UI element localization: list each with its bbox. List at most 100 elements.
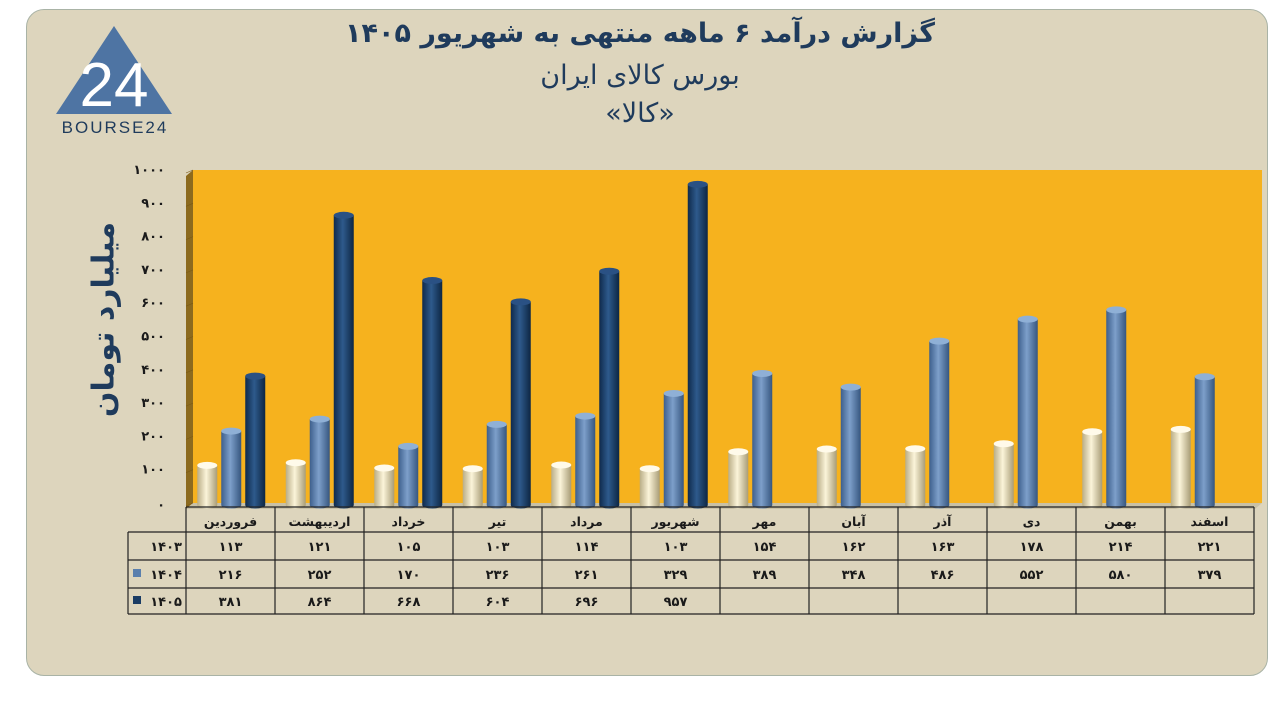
bar [551,461,572,509]
bar-body [687,184,708,509]
data-label: ۱۷۰ [397,568,421,583]
legend-entry: ۱۴۰۳ [150,540,182,555]
bar-body [599,271,620,509]
bar-top [486,420,507,428]
data-label: ۲۵۲ [308,568,332,583]
bar [462,465,483,509]
x-tick-label: مهر [752,514,777,529]
bar-top [728,448,749,456]
bar-top [1106,306,1127,314]
report-company: «کالا» [605,98,675,129]
bar-top [422,277,443,285]
bar-top [309,415,330,423]
bar-top [816,445,837,453]
y-gridline [185,302,194,307]
data-label: ۲۱۶ [219,568,243,583]
y-tick-label: ۲۰۰ [141,429,165,444]
bar-top [840,383,861,391]
bar-top [285,459,306,467]
data-label: ۱۱۳ [219,540,243,555]
bar-body [245,376,266,509]
bar [197,461,218,509]
bar-top [510,298,531,306]
report-title: گزارش درآمد ۶ ماهه منتهی به شهریور ۱۴۰۵ [345,18,935,49]
data-label: ۲۳۶ [486,568,510,583]
bar-body [221,431,242,509]
bar-body [486,424,507,509]
logo-mark: 24 [80,51,149,120]
data-label: ۳۲۹ [664,568,688,583]
data-label: ۲۱۴ [1109,540,1133,555]
y-tick-label: ۷۰۰ [141,263,165,278]
data-label: ۹۵۷ [664,595,688,610]
x-tick-label: مرداد [570,514,603,529]
x-tick-label: شهریور [650,514,699,529]
bar-body [374,468,395,509]
legend-entry: ۱۴۰۵ [150,595,182,610]
report-subtitle: بورس کالای ایران [540,60,740,91]
x-tick-label: اردیبهشت [289,514,351,529]
bar-body [929,341,950,509]
bar-body [728,451,749,509]
bar-top [929,337,950,345]
bar-body [1082,431,1103,509]
bar-top [221,427,242,435]
data-label: ۶۹۶ [575,595,599,610]
x-tick-label: بهمن [1104,514,1137,529]
bar [245,372,266,509]
data-label: ۱۰۵ [397,540,421,555]
data-label: ۱۶۲ [842,540,866,555]
bar [309,415,330,509]
bar-body [551,465,572,509]
bar-body [510,301,531,509]
data-label: ۱۵۴ [753,540,777,555]
bar-body [422,280,443,509]
bar [728,448,749,509]
y-gridline [185,436,194,440]
bar-body [309,419,330,509]
bar-top [663,389,684,397]
bar [374,464,395,509]
bar [1170,425,1191,509]
y-gridline [185,336,194,340]
data-label: ۵۵۲ [1020,568,1044,583]
y-tick-label: ۹۰۰ [141,196,165,211]
bar [639,465,660,509]
x-tick-label: دی [1023,514,1041,529]
bar [663,389,684,509]
data-label: ۶۶۸ [397,595,421,610]
bar-top [639,465,660,473]
bar-top [462,465,483,473]
data-label: ۸۶۴ [308,595,332,610]
bar-body [1170,429,1191,509]
legend-swatch [133,596,141,604]
data-label: ۱۶۳ [931,540,955,555]
data-label: ۳۸۱ [219,595,243,610]
y-tick-label: ۸۰۰ [141,230,165,245]
bar [422,277,443,509]
bar [687,180,708,509]
y-tick-label: ۱۰۰۰ [133,163,165,178]
y-gridline [185,269,194,274]
bar-top [374,464,395,472]
logo-triangle [56,26,172,114]
bar-body [398,446,419,509]
y-gridline [185,469,194,473]
y-tick-label: ۵۰۰ [141,330,165,345]
bar-top [398,442,419,450]
bar-top [1170,425,1191,433]
bar-top [551,461,572,469]
bar-body [333,215,354,509]
bar-top [687,180,708,188]
bar-body [197,465,218,509]
bar [1082,428,1103,509]
bar [221,427,242,509]
bar [333,211,354,509]
bar-body [840,387,861,509]
bourse24-logo-icon: 24 [56,26,172,120]
bar-body [285,462,306,509]
bar-body [462,468,483,509]
x-tick-label: اسفند [1191,514,1229,529]
bar-top [333,211,354,219]
